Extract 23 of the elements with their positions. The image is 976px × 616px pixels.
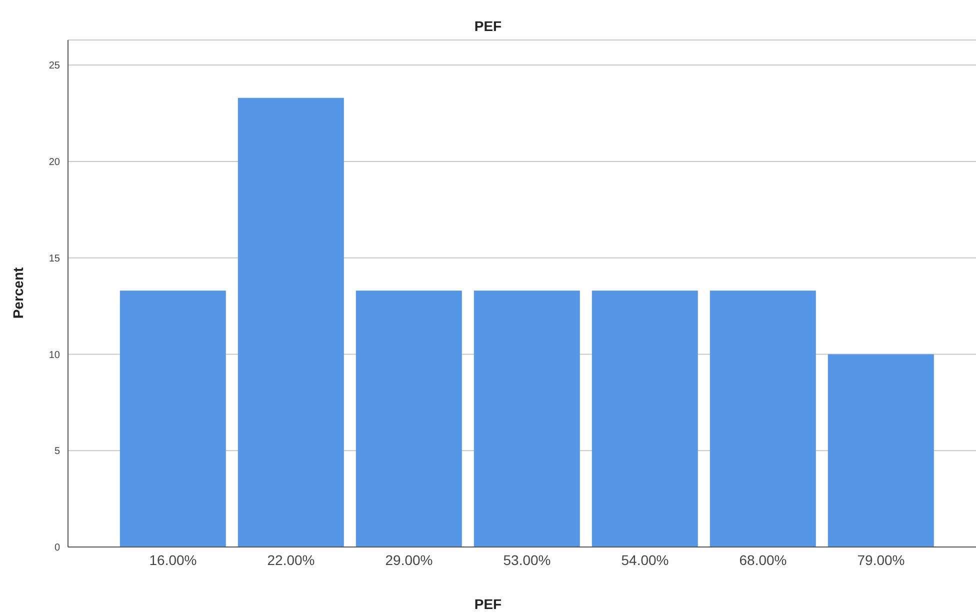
x-tick-label: 79.00% (857, 552, 905, 568)
y-tick-label: 10 (48, 350, 60, 361)
bar (710, 290, 816, 547)
y-axis-title: Percent (10, 267, 26, 319)
y-tick-label: 15 (48, 253, 60, 264)
bar (474, 290, 580, 547)
bar (592, 290, 698, 547)
x-tick-label: 53.00% (503, 552, 551, 568)
bar (120, 290, 226, 547)
y-tick-label: 20 (48, 157, 60, 168)
chart-title: PEF (473, 18, 503, 34)
x-tick-label: 54.00% (621, 552, 669, 568)
x-axis-title: PEF (473, 596, 503, 612)
y-tick-label: 25 (48, 60, 60, 72)
x-tick-label: 16.00% (149, 552, 197, 568)
x-tick-label: 68.00% (739, 552, 787, 568)
y-tick-label: 0 (54, 542, 60, 554)
bar (828, 354, 934, 547)
bar (356, 290, 462, 547)
x-tick-label: 29.00% (385, 552, 433, 568)
x-tick-label: 22.00% (267, 552, 315, 568)
bar (238, 98, 344, 547)
y-tick-label: 5 (54, 446, 60, 458)
